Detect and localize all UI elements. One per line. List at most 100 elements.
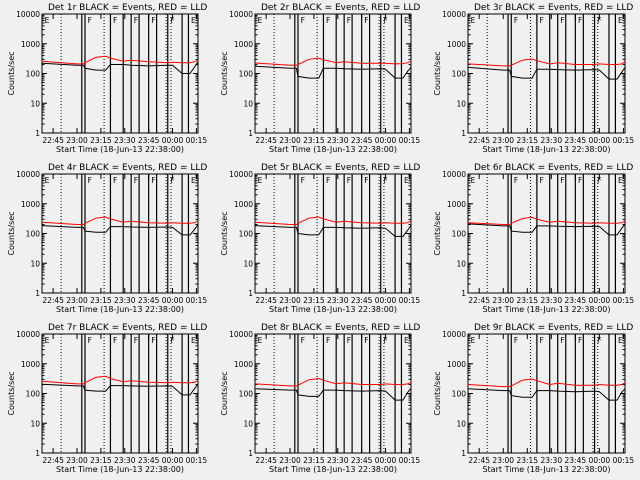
x-tick-label: 23:15: [516, 296, 538, 305]
mode-label: F: [88, 176, 92, 185]
x-tick-label: 23:00: [279, 296, 301, 305]
mode-label: F: [514, 16, 518, 25]
mode-label: E: [471, 176, 476, 185]
y-axis-label: Counts/sec: [220, 371, 229, 415]
x-tick-label: 23:15: [516, 136, 538, 145]
x-tick-label: 00:00: [375, 296, 397, 305]
mode-label: E: [45, 176, 50, 185]
y-tick-label: 10000: [229, 170, 253, 179]
x-tick-label: 00:15: [186, 456, 208, 465]
mode-label: E: [618, 176, 623, 185]
mode-label: E: [618, 336, 623, 345]
x-axis-label: Start Time (18-Jun-13 22:38:00): [483, 145, 611, 154]
mode-label: F: [134, 16, 138, 25]
x-tick-label: 23:45: [565, 136, 587, 145]
x-tick-label: 00:15: [613, 296, 635, 305]
y-tick-label: 10: [243, 419, 253, 428]
y-tick-label: 1000: [447, 40, 466, 49]
mode-label: E: [618, 16, 623, 25]
x-tick-label: 23:15: [516, 456, 538, 465]
mode-label: E: [191, 176, 196, 185]
panel-title: Det 6r BLACK = Events, RED = LLD: [474, 163, 633, 173]
x-tick-label: 22:45: [42, 136, 64, 145]
x-tick-label: 00:00: [589, 136, 611, 145]
x-tick-label: 23:30: [114, 136, 136, 145]
lld-series-line: [254, 57, 412, 66]
mode-label: E: [45, 16, 50, 25]
y-tick-label: 10000: [229, 330, 253, 339]
x-tick-label: 00:00: [162, 136, 184, 145]
mode-label: F: [597, 16, 601, 25]
y-axis-label: Counts/sec: [7, 51, 16, 95]
mode-label: E: [45, 336, 50, 345]
y-tick-label: 10: [30, 419, 40, 428]
mode-label: F: [514, 336, 518, 345]
x-tick-label: 23:00: [66, 296, 88, 305]
mode-label: F: [170, 16, 174, 25]
mode-label: F: [560, 16, 564, 25]
plot-frame: [41, 333, 199, 454]
x-tick-label: 22:45: [255, 136, 277, 145]
x-tick-label: 00:15: [399, 456, 421, 465]
mode-label: E: [404, 176, 409, 185]
mode-label: F: [364, 336, 368, 345]
x-tick-label: 23:00: [279, 136, 301, 145]
y-tick-label: 1: [461, 289, 466, 298]
y-tick-label: 10: [243, 99, 253, 108]
x-tick-label: 00:00: [162, 456, 184, 465]
y-tick-label: 1: [248, 129, 253, 138]
y-tick-label: 10: [456, 259, 466, 268]
panel-title: Det 9r BLACK = Events, RED = LLD: [474, 323, 633, 333]
mode-label: F: [578, 176, 582, 185]
mode-label: F: [347, 336, 351, 345]
events-series-line: [41, 224, 199, 236]
x-tick-label: 22:45: [468, 136, 490, 145]
x-axis-label: Start Time (18-Jun-13 22:38:00): [56, 145, 184, 154]
x-tick-label: 23:15: [303, 296, 325, 305]
x-tick-label: 23:45: [138, 296, 160, 305]
y-axis-label: Counts/sec: [433, 51, 442, 95]
x-tick-label: 22:45: [255, 456, 277, 465]
mode-label: E: [404, 16, 409, 25]
y-tick-label: 100: [239, 70, 254, 79]
y-tick-label: 10000: [442, 170, 466, 179]
x-tick-label: 23:00: [279, 456, 301, 465]
y-axis-label: Counts/sec: [433, 371, 442, 415]
x-tick-label: 23:45: [565, 456, 587, 465]
events-series-line: [41, 61, 199, 74]
mode-label: E: [404, 336, 409, 345]
y-tick-label: 10: [30, 99, 40, 108]
x-tick-label: 23:15: [303, 456, 325, 465]
plot-frame: [41, 173, 199, 294]
y-tick-label: 100: [239, 230, 254, 239]
mode-label: F: [539, 176, 543, 185]
x-tick-label: 23:00: [492, 136, 514, 145]
x-tick-label: 00:00: [375, 136, 397, 145]
y-tick-label: 1000: [21, 200, 40, 209]
mode-label: F: [151, 16, 155, 25]
y-tick-label: 10000: [442, 330, 466, 339]
y-tick-label: 10: [456, 419, 466, 428]
events-series-line: [254, 224, 412, 237]
y-tick-label: 1000: [21, 360, 40, 369]
x-tick-label: 00:00: [589, 456, 611, 465]
x-axis-label: Start Time (18-Jun-13 22:38:00): [483, 305, 611, 314]
x-tick-label: 00:00: [375, 456, 397, 465]
mode-label: F: [578, 336, 582, 345]
y-tick-label: 100: [26, 390, 41, 399]
events-series-line: [467, 388, 626, 401]
y-tick-label: 10: [456, 99, 466, 108]
mode-label: F: [113, 336, 117, 345]
y-tick-label: 10: [243, 259, 253, 268]
x-tick-label: 23:45: [138, 456, 160, 465]
plot-frame: [254, 13, 412, 134]
x-tick-label: 23:00: [66, 456, 88, 465]
panel-title: Det 3r BLACK = Events, RED = LLD: [474, 3, 633, 13]
mode-label: E: [258, 176, 263, 185]
